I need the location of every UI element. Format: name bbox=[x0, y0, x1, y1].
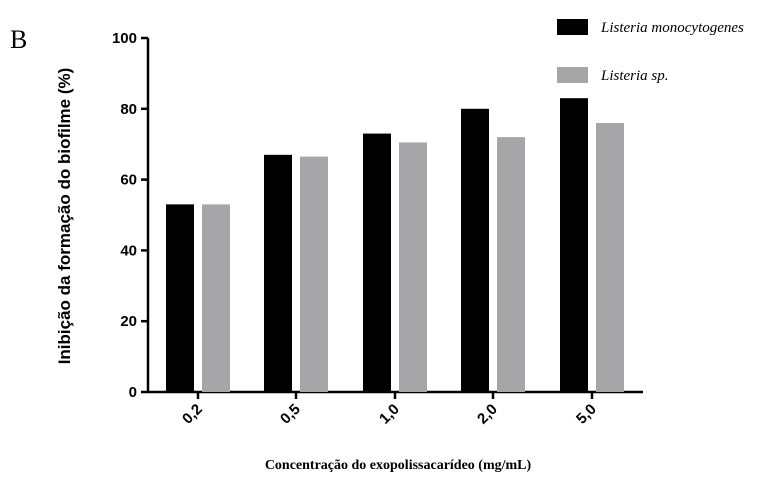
legend: Listeria monocytogenes Listeria sp. bbox=[557, 19, 744, 84]
bar-listeria-sp-2-0 bbox=[497, 137, 525, 392]
y-tick-label: 20 bbox=[120, 313, 137, 330]
y-axis-label: Inibição da formação do biofilme (%) bbox=[55, 68, 74, 365]
x-tick-label: 1,0 bbox=[376, 401, 403, 428]
x-tick-labels: 0,2 0,5 1,0 2,0 5,0 bbox=[179, 392, 600, 428]
legend-swatch bbox=[557, 67, 588, 83]
x-tick-label: 2,0 bbox=[474, 401, 501, 428]
bar-listeria-monocytogenes-1-0 bbox=[363, 133, 391, 392]
y-tick-label: 100 bbox=[112, 30, 137, 47]
x-tick-label: 0,2 bbox=[179, 401, 206, 428]
y-tick-label: 0 bbox=[129, 384, 137, 401]
bar-listeria-sp-1-0 bbox=[399, 142, 427, 392]
bar-listeria-sp-0-5 bbox=[300, 156, 328, 392]
bar-listeria-sp-5-0 bbox=[596, 122, 624, 393]
x-tick-label: 0,5 bbox=[277, 401, 304, 428]
panel-label: B bbox=[10, 25, 27, 54]
y-tick-label: 80 bbox=[120, 101, 137, 118]
bar-listeria-sp-0-2 bbox=[202, 204, 230, 392]
bar-listeria-monocytogenes-2-0 bbox=[461, 108, 489, 393]
legend-swatch bbox=[557, 19, 588, 35]
x-axis-label: Concentração do exopolissacarídeo (mg/mL… bbox=[265, 458, 532, 473]
y-tick-label: 60 bbox=[120, 172, 137, 189]
bar-listeria-monocytogenes-5-0 bbox=[560, 98, 588, 393]
legend-label: Listeria sp. bbox=[600, 68, 669, 84]
y-tick-labels: 0 20 40 60 80 100 bbox=[112, 30, 148, 401]
y-tick-label: 40 bbox=[120, 242, 137, 259]
bar-listeria-monocytogenes-0-2 bbox=[166, 204, 194, 392]
bar-listeria-monocytogenes-0-5 bbox=[264, 154, 292, 392]
x-tick-label: 5,0 bbox=[573, 401, 600, 428]
legend-label: Listeria monocytogenes bbox=[600, 20, 744, 36]
bars bbox=[166, 98, 624, 393]
